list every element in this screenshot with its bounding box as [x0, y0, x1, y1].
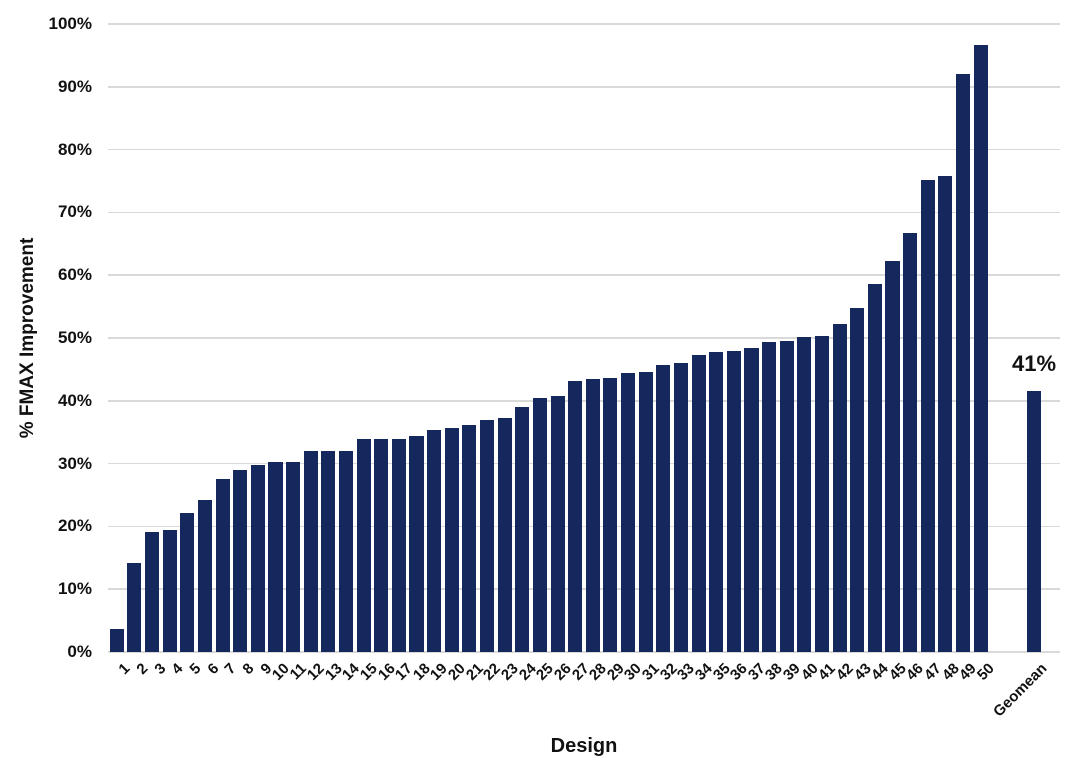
x-tick-label: 5 — [186, 660, 205, 678]
bar-design-29 — [603, 377, 618, 652]
bar-design-23 — [497, 418, 512, 652]
y-tick-label: 50% — [57, 328, 92, 347]
y-tick-label: 0% — [67, 642, 92, 661]
bar-design-27 — [568, 380, 583, 652]
bar-design-38 — [762, 342, 777, 652]
bar-design-5 — [180, 512, 195, 652]
bar-design-41 — [814, 335, 830, 652]
gridline — [108, 148, 1060, 151]
bar-design-35 — [709, 352, 724, 652]
bar-design-33 — [673, 362, 688, 652]
bar-design-7 — [215, 478, 230, 652]
y-tick-label: 40% — [57, 390, 92, 410]
gridline — [108, 274, 1060, 276]
bar-design-1 — [109, 628, 124, 652]
bar-design-6 — [197, 500, 212, 652]
bar-design-36 — [726, 351, 741, 652]
bar-design-48 — [938, 175, 953, 652]
x-tick-label: 4 — [168, 660, 187, 678]
bar-design-44 — [867, 284, 882, 652]
bar-design-16 — [374, 439, 389, 652]
bar-design-15 — [356, 439, 371, 652]
bar-design-25 — [532, 397, 547, 652]
bar-design-32 — [656, 365, 671, 652]
bar-design-18 — [409, 435, 424, 652]
bar-design-22 — [479, 419, 495, 652]
gridline — [108, 337, 1060, 339]
x-tick-label: 8 — [239, 660, 258, 678]
bar-design-40 — [797, 337, 812, 652]
y-tick-label: 80% — [57, 139, 92, 159]
bar-design-11 — [286, 461, 301, 652]
plot-area — [108, 23, 1060, 653]
x-tick-label: 3 — [151, 660, 170, 678]
y-tick-label: 60% — [57, 265, 92, 285]
bar-design-45 — [885, 261, 900, 652]
bar-design-19 — [427, 430, 442, 652]
x-tick-label: 6 — [204, 660, 222, 678]
bar-design-10 — [268, 462, 283, 652]
bar-design-21 — [462, 424, 477, 652]
bar-design-3 — [145, 532, 160, 652]
bar-design-30 — [621, 373, 636, 652]
x-tick-label: 2 — [133, 660, 152, 678]
y-tick-label: 100% — [48, 14, 92, 33]
bar-design-47 — [920, 179, 935, 652]
x-axis-title: Design — [550, 735, 618, 757]
bar-design-43 — [850, 308, 865, 652]
y-tick-label: 10% — [57, 579, 92, 599]
bar-design-12 — [303, 451, 318, 652]
gridline — [108, 86, 1060, 88]
bar-design-39 — [779, 340, 794, 652]
bar-design-24 — [515, 407, 530, 652]
bar-design-42 — [832, 323, 847, 652]
x-axis-line — [108, 651, 1060, 653]
bar-design-28 — [585, 378, 600, 652]
bar-design-26 — [550, 396, 565, 652]
bar-design-2 — [127, 563, 142, 652]
gridline — [108, 211, 1060, 214]
y-tick-label: 20% — [57, 516, 92, 536]
bar-design-9 — [250, 465, 265, 652]
bar-design-37 — [744, 348, 759, 652]
bar-design-13 — [321, 451, 336, 652]
geomean-value-label: 41% — [1011, 351, 1057, 376]
gridline — [108, 400, 1060, 402]
bar-design-14 — [338, 451, 354, 652]
gridline — [108, 23, 1060, 25]
y-tick-label: 90% — [57, 76, 92, 96]
bar-design-50 — [973, 44, 988, 652]
bar-design-34 — [691, 354, 706, 652]
bar-design-46 — [903, 232, 918, 652]
bar-design-8 — [233, 469, 248, 652]
bar-design-17 — [391, 439, 406, 652]
bar-design-20 — [444, 427, 459, 652]
y-tick-label: 30% — [57, 453, 92, 473]
bar-design-geomean — [1026, 391, 1041, 652]
x-tick-label: 50 — [973, 660, 998, 684]
x-tick-label: 7 — [221, 660, 240, 678]
gridline — [108, 588, 1060, 590]
bar-design-4 — [162, 530, 177, 652]
gridline — [108, 462, 1060, 465]
x-tick-label: 1 — [115, 660, 134, 678]
bar-design-49 — [955, 74, 971, 652]
bar-design-31 — [638, 371, 653, 652]
gridline — [108, 525, 1060, 528]
y-tick-label: 70% — [57, 202, 92, 222]
x-tick-label: Geomean — [990, 660, 1051, 721]
